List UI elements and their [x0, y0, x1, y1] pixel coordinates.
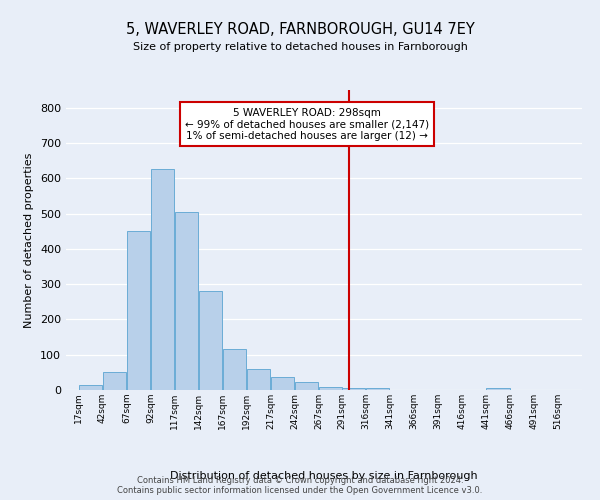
Bar	[127, 231, 150, 390]
Text: Contains HM Land Registry data © Crown copyright and database right 2024.: Contains HM Land Registry data © Crown c…	[137, 476, 463, 485]
Bar	[342, 388, 365, 390]
Bar	[247, 369, 270, 390]
Bar	[103, 372, 126, 390]
Bar	[79, 386, 102, 390]
Bar	[199, 291, 222, 390]
Bar	[175, 212, 198, 390]
Bar	[223, 348, 246, 390]
Text: Contains public sector information licensed under the Open Government Licence v3: Contains public sector information licen…	[118, 486, 482, 495]
Bar	[151, 170, 174, 390]
X-axis label: Distribution of detached houses by size in Farnborough: Distribution of detached houses by size …	[170, 471, 478, 481]
Bar	[271, 377, 295, 390]
Bar	[295, 382, 319, 390]
Bar	[486, 388, 509, 390]
Text: 5, WAVERLEY ROAD, FARNBOROUGH, GU14 7EY: 5, WAVERLEY ROAD, FARNBOROUGH, GU14 7EY	[125, 22, 475, 38]
Text: Size of property relative to detached houses in Farnborough: Size of property relative to detached ho…	[133, 42, 467, 52]
Y-axis label: Number of detached properties: Number of detached properties	[25, 152, 34, 328]
Text: 5 WAVERLEY ROAD: 298sqm
← 99% of detached houses are smaller (2,147)
1% of semi-: 5 WAVERLEY ROAD: 298sqm ← 99% of detache…	[185, 108, 429, 141]
Bar	[319, 387, 343, 390]
Bar	[366, 388, 389, 390]
